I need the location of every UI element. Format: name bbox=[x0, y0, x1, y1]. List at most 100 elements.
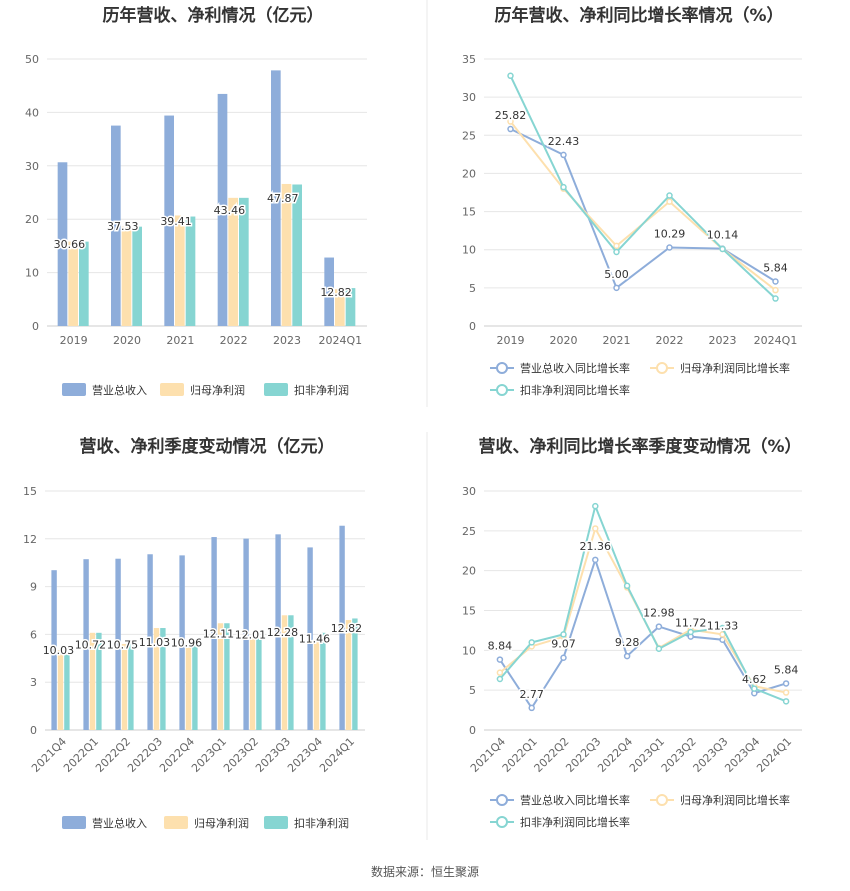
data-label: 2.77 bbox=[519, 688, 544, 701]
y-tick-label: 30 bbox=[25, 160, 39, 173]
bar bbox=[132, 226, 142, 326]
bar bbox=[249, 637, 256, 730]
legend-label: 归母净利润同比增长率 bbox=[680, 361, 790, 375]
y-tick-label: 30 bbox=[462, 485, 476, 498]
data-point bbox=[496, 675, 504, 683]
data-point bbox=[592, 556, 599, 564]
bar bbox=[352, 618, 358, 730]
data-label: 25.82 bbox=[495, 109, 527, 122]
series-line bbox=[499, 556, 787, 710]
data-label: 12.98 bbox=[643, 607, 675, 620]
legend-marker bbox=[656, 794, 668, 806]
data-point bbox=[772, 286, 779, 294]
data-point bbox=[772, 295, 779, 302]
bar bbox=[271, 70, 281, 326]
bar bbox=[192, 645, 198, 730]
x-tick-label: 2021 bbox=[603, 334, 631, 347]
y-tick-label: 9 bbox=[30, 581, 37, 594]
y-tick-label: 5 bbox=[469, 282, 476, 295]
y-tick-label: 20 bbox=[25, 213, 39, 226]
bar bbox=[345, 620, 352, 730]
legend-marker bbox=[496, 816, 508, 828]
legend-marker bbox=[496, 362, 508, 374]
bar bbox=[115, 558, 121, 730]
y-tick-label: 15 bbox=[462, 206, 476, 219]
legend-swatch bbox=[264, 816, 288, 829]
x-tick-label: 2024Q1 bbox=[754, 334, 798, 347]
y-tick-label: 25 bbox=[462, 525, 476, 538]
legend-swatch bbox=[160, 383, 184, 396]
plot-area: 0 5 10 15 20 25 30 35 2019 2020 2021 2022 2023 2024Q1… bbox=[462, 53, 802, 397]
legend-marker bbox=[656, 362, 668, 374]
bar bbox=[243, 538, 249, 730]
bar bbox=[111, 125, 121, 326]
data-point bbox=[592, 502, 599, 510]
data-label: 12.82 bbox=[320, 286, 352, 299]
bar bbox=[324, 257, 334, 326]
data-label: 10.03 bbox=[43, 644, 75, 657]
data-point bbox=[782, 680, 790, 687]
bar bbox=[224, 623, 230, 730]
x-tick-label: 2024Q1 bbox=[319, 334, 363, 347]
data-point bbox=[560, 654, 567, 661]
plot-area: 0 10 20 30 40 50 2019 2020 2021 2022 2023 2024Q1 30.… bbox=[25, 53, 367, 397]
legend-swatch bbox=[164, 816, 188, 829]
bar bbox=[79, 241, 89, 326]
x-tick-label: 2022 bbox=[220, 334, 248, 347]
bar bbox=[217, 623, 224, 730]
bar bbox=[313, 642, 320, 730]
data-point bbox=[507, 125, 514, 133]
x-tick-label: 2024Q1 bbox=[317, 735, 357, 775]
bar bbox=[185, 645, 192, 730]
data-label: 5.00 bbox=[604, 268, 629, 281]
data-point bbox=[613, 248, 620, 256]
bar bbox=[175, 215, 185, 326]
data-point bbox=[613, 242, 620, 250]
bar bbox=[68, 241, 78, 326]
y-tick-label: 20 bbox=[462, 167, 476, 180]
data-label: 11.33 bbox=[707, 620, 739, 633]
data-point bbox=[719, 624, 726, 632]
bar bbox=[51, 570, 57, 730]
data-label: 22.43 bbox=[548, 135, 580, 148]
bar bbox=[275, 534, 281, 730]
bar bbox=[64, 651, 70, 730]
data-label: 43.46 bbox=[214, 204, 246, 217]
x-tick-label: 2022 bbox=[656, 334, 684, 347]
data-point bbox=[772, 278, 779, 285]
bar bbox=[292, 184, 302, 326]
x-tick-label: 2020 bbox=[550, 334, 578, 347]
bar bbox=[239, 197, 249, 326]
chart-title: 历年营收、净利情况（亿元） bbox=[103, 5, 324, 26]
bar bbox=[307, 547, 313, 730]
data-point bbox=[751, 685, 758, 692]
chart-title: 营收、净利同比增长率季度变动情况（%） bbox=[478, 436, 801, 457]
data-label: 39.41 bbox=[160, 215, 192, 228]
bar bbox=[345, 288, 356, 326]
legend-label: 营业总收入同比增长率 bbox=[520, 361, 630, 375]
bar bbox=[164, 115, 174, 326]
data-label: 9.07 bbox=[551, 638, 576, 651]
data-label: 11.72 bbox=[675, 617, 707, 630]
data-point bbox=[592, 525, 599, 532]
y-tick-label: 6 bbox=[30, 628, 37, 641]
bar bbox=[83, 559, 89, 730]
legend-label: 扣非净利润同比增长率 bbox=[520, 383, 630, 397]
y-tick-label: 15 bbox=[462, 605, 476, 618]
data-point bbox=[496, 656, 504, 663]
x-tick-label: 2023 bbox=[709, 334, 737, 347]
plot-area: 036912152021Q42022Q12022Q22022Q32022Q420… bbox=[23, 485, 365, 830]
data-point bbox=[528, 639, 535, 646]
data-point bbox=[719, 245, 726, 253]
data-label: 10.75 bbox=[107, 638, 139, 651]
data-point bbox=[655, 623, 663, 630]
y-tick-label: 35 bbox=[462, 53, 476, 66]
data-point bbox=[560, 183, 567, 191]
data-label: 12.28 bbox=[267, 626, 299, 639]
data-point bbox=[623, 652, 631, 660]
data-point bbox=[666, 192, 673, 199]
plot-area: 0510152025302021Q42022Q12022Q22022Q32022… bbox=[462, 485, 802, 829]
legend-swatch bbox=[62, 383, 86, 396]
data-label: 8.84 bbox=[488, 640, 513, 653]
